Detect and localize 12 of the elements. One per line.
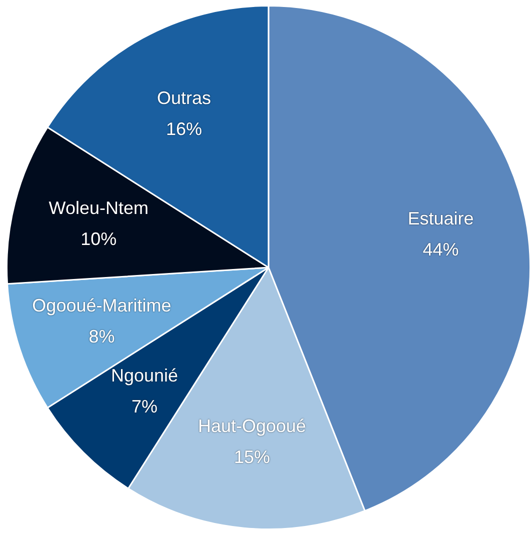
slice-label: Ngounié	[110, 365, 178, 386]
data-label: 10%	[80, 228, 117, 249]
data-label: 15%	[234, 447, 270, 468]
slice-label: Outras	[157, 88, 212, 108]
data-label: 44%	[422, 240, 459, 260]
data-label: 7%	[131, 396, 158, 416]
slice-label: Haut-Ogooué	[198, 416, 306, 436]
slice-label: Estuaire	[408, 208, 474, 229]
data-label: 8%	[88, 326, 115, 347]
slice-label: Woleu-Ntem	[48, 198, 148, 218]
slice-label: Ogooué-Maritime	[32, 296, 172, 316]
data-label: 16%	[166, 118, 202, 139]
